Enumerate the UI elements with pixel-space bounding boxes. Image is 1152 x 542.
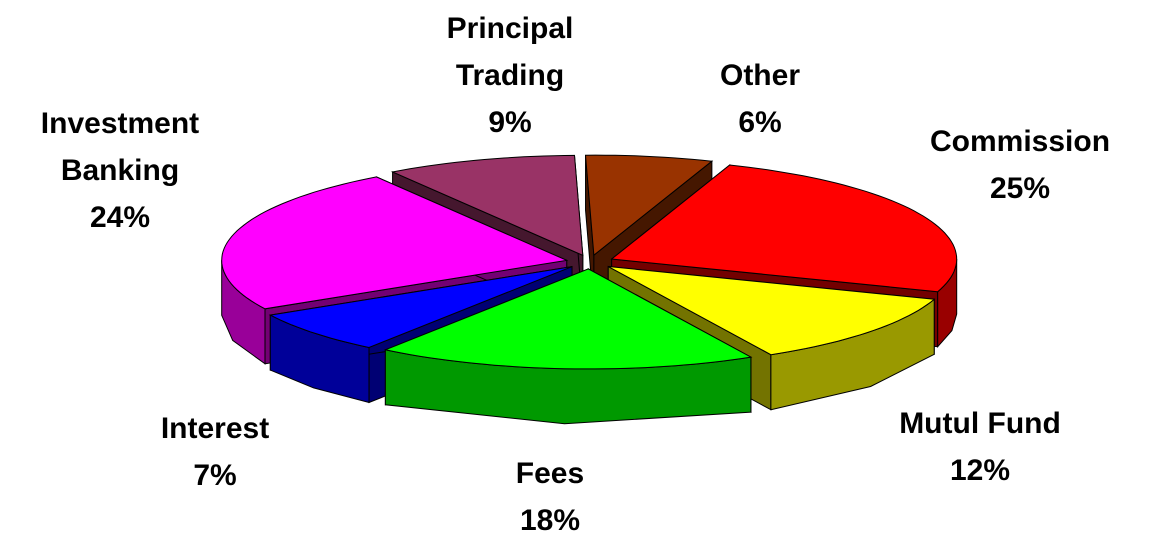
- slice-label: Mutul Fund 12%: [830, 400, 1130, 494]
- slice-label: Principal Trading 9%: [400, 5, 620, 146]
- label-value: 7%: [193, 459, 237, 492]
- label-name: Principal Trading: [446, 12, 574, 92]
- slice-top: [390, 154, 584, 257]
- slice-label: Other 6%: [610, 52, 910, 146]
- slice-label: Investment Banking 24%: [0, 100, 240, 241]
- slice-label: Interest 7%: [65, 405, 365, 499]
- label-name: Other: [719, 59, 800, 92]
- label-value: 12%: [949, 454, 1011, 487]
- label-value: 6%: [738, 106, 782, 139]
- slice-top: [608, 266, 936, 356]
- slice-label: Fees 18%: [400, 450, 700, 542]
- slice-label: Commission 25%: [870, 118, 1152, 212]
- slice-top: [268, 266, 573, 349]
- label-value: 18%: [519, 504, 581, 537]
- slice-top: [221, 176, 569, 310]
- label-name: Fees: [515, 457, 585, 490]
- slice-top: [610, 164, 958, 293]
- slice-top: [584, 154, 714, 257]
- label-value: 24%: [89, 201, 151, 234]
- slice-top: [383, 268, 753, 370]
- label-name: Mutul Fund: [899, 407, 1061, 440]
- label-name: Investment Banking: [40, 107, 200, 187]
- label-value: 25%: [989, 172, 1051, 205]
- label-name: Commission: [929, 125, 1111, 158]
- label-name: Interest: [160, 412, 270, 445]
- label-value: 9%: [488, 106, 532, 139]
